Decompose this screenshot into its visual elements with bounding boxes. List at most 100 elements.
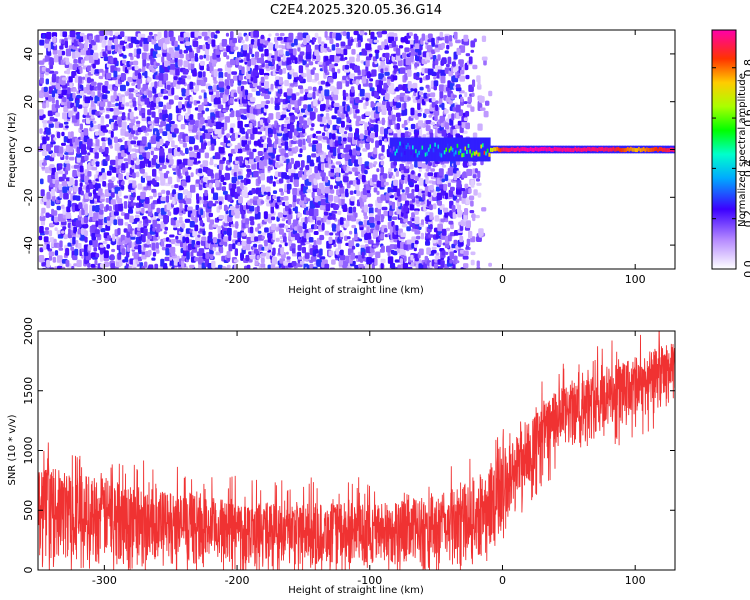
spectrogram-cell	[331, 259, 336, 265]
spectrogram-cell	[214, 173, 219, 180]
spectrogram-cell	[222, 48, 228, 52]
spectrogram-cell	[429, 204, 433, 211]
spectrogram-cell	[151, 67, 156, 73]
spectrogram-cell	[253, 30, 259, 38]
spectrogram-cell	[245, 223, 249, 229]
spectrogram-cell	[267, 264, 272, 269]
spectrogram-cell	[75, 51, 81, 58]
spectrogram-cell	[380, 233, 384, 240]
spectrogram-cell	[340, 232, 344, 238]
spectrogram-cell	[218, 77, 224, 82]
spectrogram-cell	[165, 243, 172, 248]
spectrogram-cell	[270, 263, 276, 269]
spectrogram-cell	[133, 89, 138, 94]
spectrogram-cell	[361, 97, 365, 101]
spectrogram-cell	[230, 110, 235, 115]
spectrogram-cell	[275, 32, 280, 37]
spectrogram-cell	[113, 91, 117, 100]
spectrogram-cell	[52, 73, 57, 79]
spectrogram-cell	[414, 184, 420, 192]
spectrogram-cell	[135, 163, 141, 170]
spectrogram-cell	[467, 96, 472, 103]
spectrogram-cell	[286, 57, 292, 65]
spectrogram-cell	[366, 143, 370, 150]
spectrogram-cell	[53, 137, 57, 141]
spectrogram-cell	[291, 93, 297, 101]
spectrogram-cell	[63, 234, 68, 240]
spectrogram-cell	[384, 228, 388, 233]
spectrogram-cell	[179, 49, 183, 55]
spectrogram-cell	[65, 248, 70, 256]
spectrogram-cell	[144, 70, 148, 79]
spectrogram-cell	[75, 111, 80, 120]
spectrogram-cell	[215, 30, 220, 34]
spectrogram-cell	[127, 140, 131, 146]
spectrogram-cell	[131, 82, 135, 86]
spectrogram-cell	[276, 196, 281, 203]
spectrogram-cell	[286, 88, 293, 96]
spectrogram-cell	[437, 200, 442, 206]
spectrogram-cell	[231, 71, 238, 75]
spectrogram-cell	[181, 78, 186, 85]
spectrogram-cell	[203, 200, 207, 205]
spectrogram-cell	[146, 103, 152, 108]
spectrogram-cell	[250, 97, 256, 102]
spectrogram-cell	[87, 262, 91, 268]
spectrogram-cell	[419, 86, 424, 91]
spectrogram-cell	[431, 37, 435, 46]
spectrogram-cell	[291, 252, 298, 257]
spectrogram-cell	[313, 178, 318, 186]
spectrogram-cell	[46, 259, 51, 268]
spectrogram-cell	[180, 75, 187, 79]
spectrogram-cell	[430, 121, 435, 126]
spectrogram-cell	[404, 200, 410, 206]
spectrogram-cell	[39, 128, 43, 134]
spectrogram-cell	[321, 222, 325, 231]
spectrogram-cell	[241, 81, 247, 85]
spectrogram-cell	[184, 204, 188, 212]
spectrogram-cell	[107, 137, 112, 145]
spectrogram-cell	[297, 99, 302, 106]
spectrogram-cell	[38, 235, 43, 241]
spectrogram-cell	[215, 121, 222, 130]
spectrogram-cell	[416, 72, 420, 77]
spectrogram-cell	[163, 30, 168, 38]
spectrogram-cell	[140, 108, 146, 113]
spectrogram-cell	[294, 206, 298, 214]
spectrogram-cell	[373, 161, 378, 165]
spectrogram-cell	[194, 257, 199, 262]
spectrogram-cell	[308, 228, 314, 233]
spectrogram-cell	[138, 154, 144, 160]
spectrogram-cell	[230, 123, 236, 128]
spectrogram-cell	[324, 230, 330, 236]
spectrogram-cell	[248, 46, 253, 55]
spectrogram-cell	[189, 220, 195, 228]
spectrogram-cell	[267, 146, 274, 153]
spectrogram-cell	[373, 147, 378, 155]
spectrogram-cell	[450, 186, 455, 191]
spectrogram-cell	[126, 61, 131, 67]
spectrogram-cell	[328, 119, 332, 125]
spectrogram-cell	[343, 164, 347, 171]
spectrogram-cell	[287, 104, 292, 110]
spectrogram-cell	[128, 144, 132, 153]
spectrogram-cell	[275, 237, 280, 242]
spectrogram-cell	[203, 54, 207, 59]
spectrogram-cell	[196, 241, 201, 245]
spectrogram-cell	[435, 104, 439, 111]
spectrogram-cell	[223, 122, 228, 131]
spectrogram-cell	[51, 97, 55, 104]
spectrogram-cell	[114, 38, 119, 45]
spectrogram-cell	[368, 82, 373, 88]
spectrogram-cell	[227, 143, 233, 147]
spectrogram-cell	[152, 227, 156, 232]
spectrogram-cell	[87, 77, 91, 84]
spectrogram-cell	[440, 75, 446, 84]
spectrogram-cell	[381, 206, 388, 211]
spectrogram-cell	[337, 68, 341, 74]
spectrogram-cell	[58, 247, 64, 251]
spectrogram-cell	[406, 226, 411, 232]
spectrogram-cell	[179, 53, 184, 59]
spectrogram-cell	[188, 239, 193, 244]
